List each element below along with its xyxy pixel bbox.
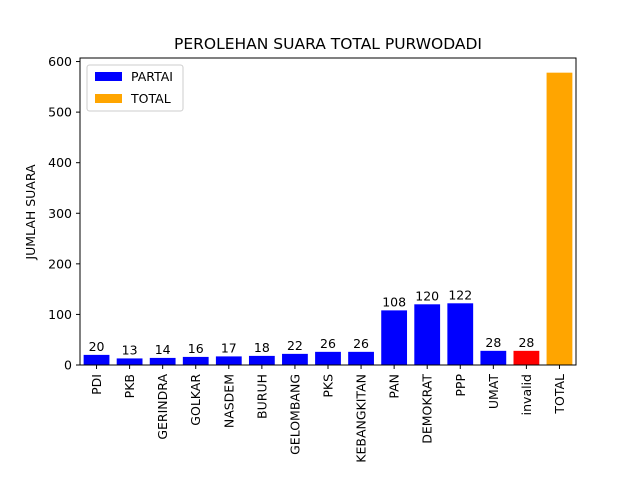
bar-kebangkitan xyxy=(348,351,374,365)
chart-title: PEROLEHAN SUARA TOTAL PURWODADI xyxy=(174,35,482,53)
y-tick-label-100: 100 xyxy=(48,307,72,322)
bar-pdi xyxy=(83,354,110,365)
x-tick-label-gerindra: GERINDRA xyxy=(155,374,170,440)
bar-nasdem xyxy=(215,356,242,365)
legend-label-partai: PARTAI xyxy=(131,69,173,84)
x-tick-label-gelombang: GELOMBANG xyxy=(287,374,302,455)
data-label-golkar: 16 xyxy=(188,341,204,356)
bar-total xyxy=(546,72,573,366)
x-tick-label-buruh: BURUH xyxy=(254,374,269,419)
data-label-kebangkitan: 26 xyxy=(353,336,369,351)
bar-buruh xyxy=(248,355,275,365)
y-axis-label: JUMLAH SUARA xyxy=(23,164,38,261)
bar-golkar xyxy=(182,356,209,365)
x-tick-label-pkb: PKB xyxy=(122,374,137,398)
data-label-invalid: 28 xyxy=(518,335,534,350)
legend: PARTAI TOTAL xyxy=(86,64,184,112)
bars-group xyxy=(83,72,573,366)
y-tick-label-400: 400 xyxy=(48,155,72,170)
x-axis-ticks: PDI PKB GERINDRA GOLKAR NASDEM BURUH GELOMBANG… xyxy=(89,365,567,463)
bar-demokrat xyxy=(414,304,441,365)
x-tick-label-kebangkitan: KEBANGKITAN xyxy=(354,374,369,463)
x-tick-label-pks: PKS xyxy=(321,374,336,398)
x-tick-label-umat: UMAT xyxy=(486,374,501,410)
x-tick-label-nasdem: NASDEM xyxy=(221,374,236,428)
bar-ppp xyxy=(447,303,474,365)
bar-gerindra xyxy=(149,357,176,365)
plot-frame xyxy=(79,57,577,366)
data-labels-group: 20 13 14 16 17 18 22 26 26 108 120 122 28 28 xyxy=(89,287,535,357)
x-tick-label-demokrat: DEMOKRAT xyxy=(420,374,435,444)
bar-pkb xyxy=(116,358,143,365)
x-tick-label-invalid: invalid xyxy=(519,374,534,415)
y-tick-label-300: 300 xyxy=(48,206,72,221)
x-tick-label-total: TOTAL xyxy=(552,374,567,415)
data-label-pan: 108 xyxy=(382,294,406,309)
legend-swatch-partai xyxy=(95,72,122,81)
data-label-nasdem: 17 xyxy=(221,340,237,355)
y-tick-label-200: 200 xyxy=(48,256,72,271)
data-label-pks: 26 xyxy=(320,336,336,351)
bar-umat xyxy=(480,350,507,365)
data-label-gerindra: 14 xyxy=(155,342,171,357)
bar-invalid xyxy=(513,350,540,365)
y-tick-label-500: 500 xyxy=(48,105,72,120)
data-label-ppp: 122 xyxy=(448,287,472,302)
data-label-pdi: 20 xyxy=(89,339,105,354)
data-label-umat: 28 xyxy=(485,335,501,350)
data-label-pkb: 13 xyxy=(122,342,138,357)
data-label-buruh: 18 xyxy=(254,340,270,355)
x-tick-label-golkar: GOLKAR xyxy=(188,374,203,426)
data-label-gelombang: 22 xyxy=(287,338,303,353)
x-tick-label-pan: PAN xyxy=(387,374,402,399)
bar-pks xyxy=(315,351,341,365)
bar-pan xyxy=(381,310,408,365)
x-tick-label-ppp: PPP xyxy=(453,374,468,397)
legend-swatch-total xyxy=(95,94,122,103)
data-label-demokrat: 120 xyxy=(415,288,439,303)
x-tick-label-pdi: PDI xyxy=(89,374,104,395)
y-tick-label-600: 600 xyxy=(48,54,72,69)
y-axis-ticks: 0 100 200 300 400 500 600 xyxy=(48,54,80,373)
y-tick-label-0: 0 xyxy=(64,358,72,373)
legend-label-total: TOTAL xyxy=(130,91,171,106)
bar-gelombang xyxy=(282,353,308,365)
